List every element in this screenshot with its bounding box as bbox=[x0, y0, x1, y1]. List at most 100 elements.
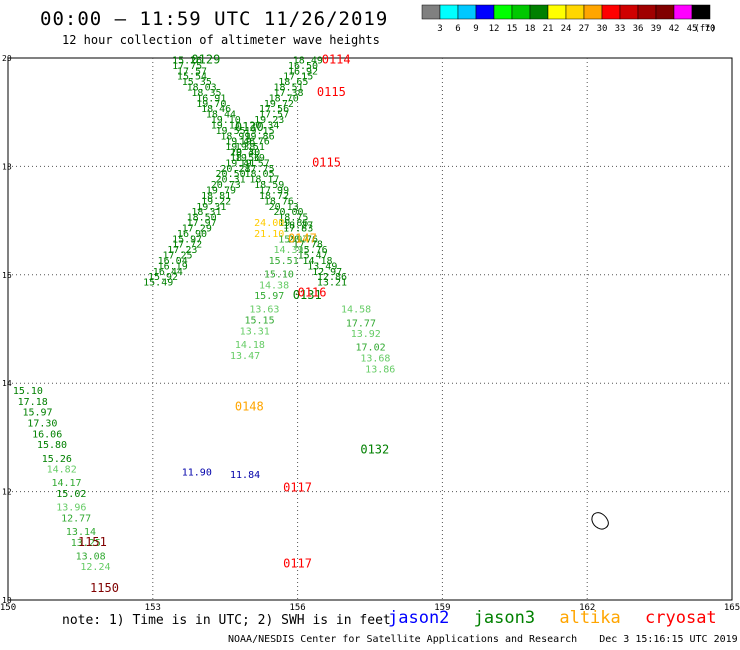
wave-height-label: 19.55 bbox=[216, 126, 246, 137]
pass-time-label: 0116 bbox=[298, 285, 327, 299]
pass-time-label: 0132 bbox=[360, 443, 389, 457]
wave-height-label: 19.15 bbox=[245, 126, 275, 137]
x-tick-label: 150 bbox=[0, 603, 16, 613]
wave-height-label: 13.49 bbox=[307, 261, 337, 272]
wave-height-label: 20.50 bbox=[216, 169, 246, 180]
wave-height-label: 19.48 bbox=[225, 137, 255, 148]
wave-height-label: 15.54 bbox=[177, 72, 207, 83]
wave-height-label: 17.77 bbox=[346, 318, 376, 329]
scale-label: 33 bbox=[615, 24, 626, 34]
wave-height-label: 17.30 bbox=[27, 419, 57, 430]
wave-height-label: 15.26 bbox=[42, 454, 72, 465]
wave-height-label: 16.06 bbox=[32, 429, 62, 440]
wave-height-label: 13.86 bbox=[365, 364, 395, 375]
wave-height-label: 17.99 bbox=[259, 186, 289, 197]
wave-height-label: 18.44 bbox=[206, 110, 236, 121]
wave-height-label: 17.23 bbox=[167, 245, 197, 256]
wave-height-label: 15.76 bbox=[298, 245, 328, 256]
wave-height-label: 16.04 bbox=[158, 256, 188, 267]
wave-height-label: 14.39 bbox=[273, 245, 303, 256]
wave-height-label: 20.00 bbox=[273, 207, 303, 218]
wave-height-label: 13.14 bbox=[66, 527, 96, 538]
wave-height-label: 19.23 bbox=[254, 115, 284, 126]
sat-altika: altika bbox=[559, 608, 621, 628]
scale-label: 45 bbox=[687, 24, 698, 34]
scale-label: 42 bbox=[669, 24, 680, 34]
x-tick-label: 165 bbox=[724, 603, 740, 613]
wave-height-label: 18.65 bbox=[278, 77, 308, 88]
wave-height-label: 19.10 bbox=[211, 115, 241, 126]
wave-height-label: 19.76 bbox=[240, 137, 270, 148]
wave-height-label: 17.38 bbox=[273, 88, 303, 99]
wave-height-label: 18.27 bbox=[283, 221, 313, 232]
wave-height-label: 15.80 bbox=[37, 440, 67, 451]
wave-height-label: 17.15 bbox=[283, 72, 313, 83]
sat-jason3: jason3 bbox=[473, 608, 536, 628]
wave-height-label: 18.35 bbox=[191, 88, 221, 99]
wave-height-label: 15.49 bbox=[143, 278, 173, 289]
wave-height-label: 18.49 bbox=[293, 55, 323, 66]
scale-label: 30 bbox=[597, 24, 608, 34]
plot-frame bbox=[7, 57, 733, 601]
wave-height-label: 21.10 bbox=[254, 229, 284, 240]
wave-height-label: 18.46 bbox=[201, 104, 231, 115]
wave-height-label: 19.38 bbox=[225, 142, 255, 153]
credit-line: NOAA/NESDIS Center for Satellite Applica… bbox=[228, 634, 738, 645]
wave-height-label: 20.31 bbox=[216, 175, 246, 186]
wave-height-label: 15.97 bbox=[172, 234, 202, 245]
wave-height-label: 16.91 bbox=[196, 93, 226, 104]
wave-height-label: 15.97 bbox=[278, 234, 308, 245]
pass-time-label: 0114 bbox=[322, 52, 351, 66]
wave-height-label: 16.19 bbox=[158, 261, 188, 272]
wave-height-label: 13.92 bbox=[351, 329, 381, 340]
color-scale-legend: 3 6 9 12 15 18 21 24 27 30 33 36 39 42 45 70(ft) bbox=[421, 4, 716, 34]
wave-height-label: 11.90 bbox=[182, 467, 212, 478]
wave-height-label: 18.75 bbox=[278, 213, 308, 224]
pass-time-label: 0117 bbox=[283, 481, 312, 495]
wave-height-label: 14.82 bbox=[47, 465, 77, 476]
wave-height-label: 15.10 bbox=[13, 386, 43, 397]
wave-height-label: 13.68 bbox=[360, 354, 390, 365]
pass-time-label: 0115 bbox=[317, 85, 346, 99]
wave-height-label: 12.97 bbox=[312, 267, 342, 278]
wave-height-label: 15.51 bbox=[269, 256, 299, 267]
sat-jason2: jason2 bbox=[388, 608, 450, 628]
wave-height-label: 17.57 bbox=[259, 110, 289, 121]
footer-note: note: 1) Time is in UTC; 2) SWH is in fe… bbox=[62, 613, 391, 628]
pass-time-label: 0115 bbox=[312, 155, 341, 169]
wave-height-label: 17.02 bbox=[356, 343, 386, 354]
wave-height-label: 19.39 bbox=[235, 153, 265, 164]
wave-height-label: 19.72 bbox=[264, 99, 294, 110]
y-tick-label: 10 bbox=[2, 596, 12, 605]
wave-height-label: 20.13 bbox=[269, 202, 299, 213]
y-tick-label: 18 bbox=[2, 162, 12, 171]
wave-height-label: 12.86 bbox=[317, 272, 347, 283]
wave-height-label: 17.56 bbox=[259, 104, 289, 115]
wave-height-label: 15.26 bbox=[172, 55, 202, 66]
pass-time-label: 1151 bbox=[78, 535, 107, 549]
pass-time-label: 0130 bbox=[235, 120, 264, 134]
scale-label: 36 bbox=[633, 24, 644, 34]
wave-height-label: 16.50 bbox=[288, 61, 318, 72]
wave-height-label: 13.96 bbox=[56, 503, 86, 514]
y-tick-label: 14 bbox=[2, 379, 12, 388]
wave-height-label: 17.75 bbox=[245, 164, 275, 175]
scale-label: 18 bbox=[525, 24, 536, 34]
scale-label: 15 bbox=[507, 24, 518, 34]
pass-time-label: 0117 bbox=[283, 556, 312, 570]
scale-label: 21 bbox=[543, 24, 554, 34]
wave-height-label: 17.97 bbox=[187, 218, 217, 229]
wave-height-label: 19.57 bbox=[240, 158, 270, 169]
wave-height-label: 18.76 bbox=[264, 196, 294, 207]
wave-height-label: 12.77 bbox=[61, 513, 91, 524]
y-tick-label: 20 bbox=[2, 54, 12, 63]
scale-label: 3 bbox=[437, 24, 442, 34]
wave-height-label: 19.86 bbox=[245, 131, 275, 142]
wave-height-label: 15.02 bbox=[56, 489, 86, 500]
scale-unit: (ft) bbox=[694, 24, 716, 34]
wave-height-label: 11.84 bbox=[230, 470, 260, 481]
wave-height-label: 16.90 bbox=[177, 229, 207, 240]
wave-height-label: 16.44 bbox=[153, 267, 183, 278]
wave-height-label: 14.17 bbox=[51, 478, 81, 489]
wave-height-label: 19.86 bbox=[278, 218, 308, 229]
